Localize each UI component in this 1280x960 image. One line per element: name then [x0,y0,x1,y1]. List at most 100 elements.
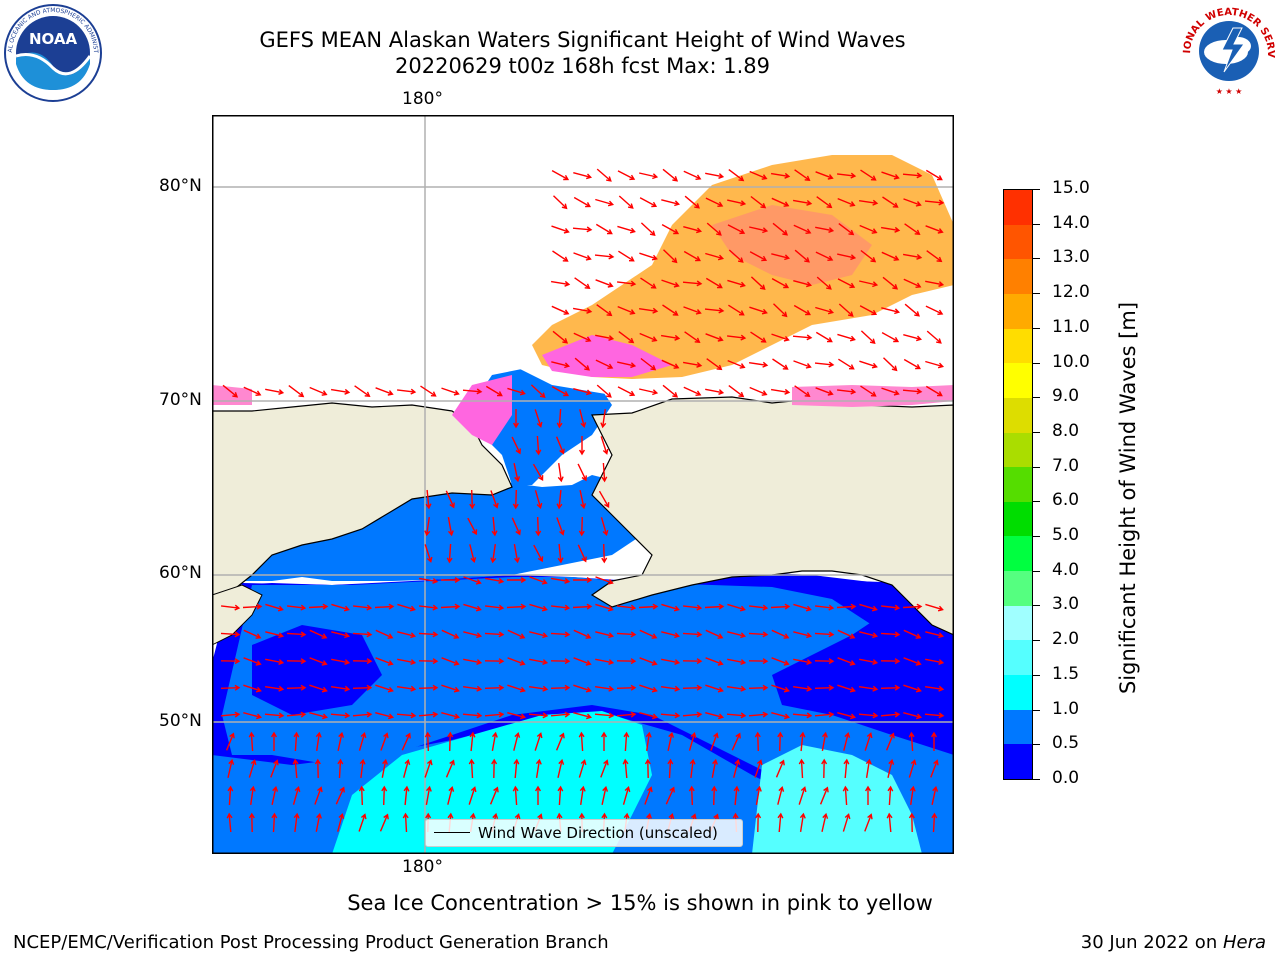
wind-wave-arrow [837,657,856,666]
wind-wave-arrow [748,684,769,691]
wind-wave-arrow [639,172,659,180]
ocean-band-1p0-west [332,711,652,854]
chart-title: GEFS MEAN Alaskan Waters Significant Hei… [259,28,906,52]
wind-wave-arrow [617,361,637,369]
map-legend: Wind Wave Direction (unscaled) [425,819,743,847]
wind-wave-arrow [798,786,807,805]
legend-line-icon [434,832,470,833]
colorbar-tick-mark [1033,605,1040,607]
wind-wave-arrow [513,758,520,779]
wind-wave-arrow [512,489,519,510]
wind-wave-arrow [532,463,544,481]
wind-wave-arrow [463,658,483,665]
wind-wave-arrow [271,785,279,805]
wind-wave-arrow [600,436,609,455]
wind-wave-arrow [292,785,301,805]
wind-wave-arrow [595,603,614,612]
wind-wave-arrow [816,276,832,290]
colorbar-segment [1004,674,1032,710]
colorbar-segment [1004,501,1032,537]
wind-wave-arrow [683,386,702,396]
colorbar-segment [1004,189,1032,225]
wind-wave-arrow [397,388,417,395]
wind-wave-arrow [842,785,849,806]
wind-wave-arrow [221,604,241,611]
land-kamchatka [212,584,263,646]
wind-wave-arrow [684,195,700,209]
wind-wave-arrow [865,758,872,779]
wind-wave-arrow [903,358,921,370]
wind-wave-arrow [837,197,856,207]
wind-wave-arrow [420,385,437,397]
wind-wave-arrow [484,711,505,718]
wind-wave-arrow [550,631,571,638]
wind-wave-arrow [704,603,725,610]
wind-wave-arrow [550,684,571,691]
wind-wave-arrow [859,280,879,288]
wind-wave-arrow [557,758,565,778]
wind-wave-arrow [331,603,350,612]
wind-wave-arrow [663,249,678,264]
wind-wave-arrow [688,731,697,751]
wind-wave-arrow [462,712,483,719]
wind-wave-arrow [551,385,570,397]
wind-wave-arrow [926,330,942,344]
wind-wave-arrow [243,684,262,693]
wind-wave-arrow [705,657,724,666]
colorbar-tick-label: 12.0 [1052,282,1090,303]
wind-wave-arrow [265,631,285,639]
wind-wave-arrow [574,357,590,371]
wind-wave-arrow [441,657,460,666]
colorbar-tick-mark [1033,223,1040,225]
wind-wave-arrow [550,577,571,584]
wind-wave-arrow [243,712,263,720]
wind-wave-arrow [335,786,345,805]
wind-wave-arrow [286,684,307,691]
wind-wave-arrow [358,813,367,832]
wind-wave-arrow [555,436,565,455]
lat-label-80n: 80°N [159,176,202,196]
wind-wave-arrow [440,603,461,610]
wind-wave-arrow [684,331,701,343]
wind-wave-arrow [882,196,899,208]
wind-wave-arrow [821,758,828,779]
wind-wave-arrow [243,657,262,666]
colorbar-tick-label: 13.0 [1052,247,1090,268]
colorbar-label: Significant Height of Wind Waves [m] [1116,301,1140,695]
wind-wave-arrow [925,305,944,315]
wind-wave-arrow [418,711,439,718]
colorbar-tick-label: 0.0 [1052,768,1080,788]
wind-wave-arrow [617,225,636,234]
wind-wave-arrow [794,249,810,263]
wind-wave-arrow [418,577,439,584]
wind-wave-arrow [462,685,483,692]
noaa-logo-icon: NOAA NATIONAL OCEANIC AND ATMOSPHERIC AD… [2,4,102,102]
wind-wave-arrow [660,712,681,719]
wind-wave-arrow [315,731,322,752]
wind-wave-arrow [662,384,679,398]
wind-wave-arrow [882,276,899,290]
wind-wave-arrow [287,604,307,611]
wind-wave-arrow [507,629,526,639]
wind-wave-arrow [792,685,813,692]
wind-wave-arrow [248,731,255,752]
wind-wave-arrow [793,631,813,639]
wind-wave-arrow [793,603,812,612]
wind-wave-arrow [337,812,345,832]
wind-wave-arrow [402,812,409,833]
wind-wave-arrow [689,758,696,778]
wind-wave-arrow [374,603,395,610]
wind-wave-arrow [661,279,680,288]
wind-wave-arrow [331,658,351,665]
wind-wave-arrow [573,657,592,666]
wind-wave-arrow [815,251,834,261]
wind-wave-arrow [859,305,878,316]
wind-wave-arrow [354,385,371,397]
colorbar-tick-label: 11.0 [1052,316,1090,337]
colorbar-segment [1004,258,1032,294]
wind-wave-arrow [706,358,723,371]
wind-wave-arrow [749,604,769,611]
colorbar-tick-label: 1.0 [1052,698,1080,719]
wind-wave-arrow [815,387,834,396]
wind-wave-arrow [484,658,505,665]
